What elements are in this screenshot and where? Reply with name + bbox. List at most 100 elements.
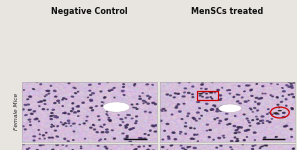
Ellipse shape	[233, 126, 236, 127]
Ellipse shape	[125, 106, 127, 107]
Ellipse shape	[220, 145, 222, 146]
Ellipse shape	[155, 125, 157, 126]
Ellipse shape	[216, 147, 217, 148]
Ellipse shape	[192, 97, 194, 98]
Ellipse shape	[149, 130, 151, 131]
Ellipse shape	[71, 96, 74, 97]
Ellipse shape	[72, 123, 75, 124]
Ellipse shape	[277, 104, 279, 105]
Ellipse shape	[97, 116, 99, 117]
Ellipse shape	[52, 149, 54, 150]
Ellipse shape	[291, 87, 293, 88]
Ellipse shape	[40, 101, 42, 102]
Ellipse shape	[238, 128, 239, 129]
Ellipse shape	[234, 137, 236, 138]
Ellipse shape	[264, 145, 267, 146]
Ellipse shape	[47, 109, 48, 110]
Ellipse shape	[280, 101, 282, 102]
Ellipse shape	[46, 94, 47, 95]
Ellipse shape	[131, 144, 133, 145]
Ellipse shape	[230, 141, 233, 142]
Ellipse shape	[78, 111, 79, 112]
Ellipse shape	[55, 130, 56, 131]
Ellipse shape	[185, 133, 187, 134]
Ellipse shape	[148, 98, 150, 99]
Ellipse shape	[248, 100, 249, 101]
Ellipse shape	[175, 93, 176, 94]
Ellipse shape	[271, 83, 272, 84]
Ellipse shape	[107, 82, 108, 83]
Ellipse shape	[201, 115, 202, 116]
Ellipse shape	[288, 81, 290, 82]
Ellipse shape	[178, 82, 180, 83]
Ellipse shape	[260, 98, 263, 99]
Ellipse shape	[101, 132, 104, 133]
Ellipse shape	[201, 88, 202, 89]
Ellipse shape	[184, 88, 187, 89]
Ellipse shape	[36, 81, 38, 82]
Ellipse shape	[135, 123, 137, 124]
Ellipse shape	[92, 124, 94, 125]
Ellipse shape	[25, 115, 27, 116]
Ellipse shape	[262, 120, 264, 121]
Ellipse shape	[72, 109, 74, 110]
Ellipse shape	[117, 103, 119, 104]
Ellipse shape	[206, 110, 207, 111]
Ellipse shape	[253, 132, 256, 133]
Ellipse shape	[199, 118, 200, 119]
Ellipse shape	[245, 130, 247, 131]
Ellipse shape	[229, 93, 230, 94]
Ellipse shape	[254, 108, 256, 109]
Ellipse shape	[210, 92, 213, 93]
Ellipse shape	[262, 86, 264, 87]
Ellipse shape	[197, 112, 199, 113]
Ellipse shape	[91, 110, 94, 111]
Ellipse shape	[166, 123, 169, 124]
Ellipse shape	[105, 131, 108, 133]
Ellipse shape	[123, 84, 124, 85]
Text: Female Mice: Female Mice	[14, 93, 19, 130]
Ellipse shape	[50, 118, 52, 120]
Ellipse shape	[103, 102, 130, 112]
Ellipse shape	[100, 91, 102, 92]
Ellipse shape	[184, 126, 187, 127]
Ellipse shape	[72, 103, 74, 104]
Ellipse shape	[131, 118, 133, 119]
Ellipse shape	[124, 138, 126, 139]
Ellipse shape	[107, 115, 108, 116]
Ellipse shape	[152, 84, 153, 85]
Ellipse shape	[65, 113, 66, 114]
Ellipse shape	[279, 107, 280, 108]
Ellipse shape	[182, 96, 185, 97]
Ellipse shape	[250, 90, 251, 91]
Ellipse shape	[64, 138, 66, 139]
Ellipse shape	[39, 134, 40, 135]
Ellipse shape	[276, 97, 278, 98]
Text: MenSCs treated: MenSCs treated	[191, 8, 263, 16]
Ellipse shape	[283, 112, 285, 113]
Ellipse shape	[223, 137, 225, 138]
Ellipse shape	[143, 138, 146, 139]
Ellipse shape	[271, 114, 273, 115]
Ellipse shape	[99, 83, 100, 84]
Ellipse shape	[190, 127, 192, 128]
Ellipse shape	[242, 144, 243, 145]
Ellipse shape	[222, 87, 223, 88]
Ellipse shape	[28, 119, 31, 120]
Ellipse shape	[22, 144, 24, 145]
Ellipse shape	[99, 140, 100, 141]
Ellipse shape	[125, 125, 127, 126]
Ellipse shape	[257, 110, 259, 111]
Ellipse shape	[82, 102, 84, 103]
Ellipse shape	[214, 119, 216, 120]
Ellipse shape	[192, 117, 195, 118]
Ellipse shape	[188, 81, 190, 82]
Ellipse shape	[159, 120, 162, 122]
Ellipse shape	[31, 113, 33, 114]
Ellipse shape	[147, 103, 149, 104]
Ellipse shape	[27, 104, 29, 105]
Ellipse shape	[187, 147, 189, 148]
Ellipse shape	[60, 122, 62, 123]
Ellipse shape	[24, 104, 27, 105]
Ellipse shape	[243, 114, 245, 115]
